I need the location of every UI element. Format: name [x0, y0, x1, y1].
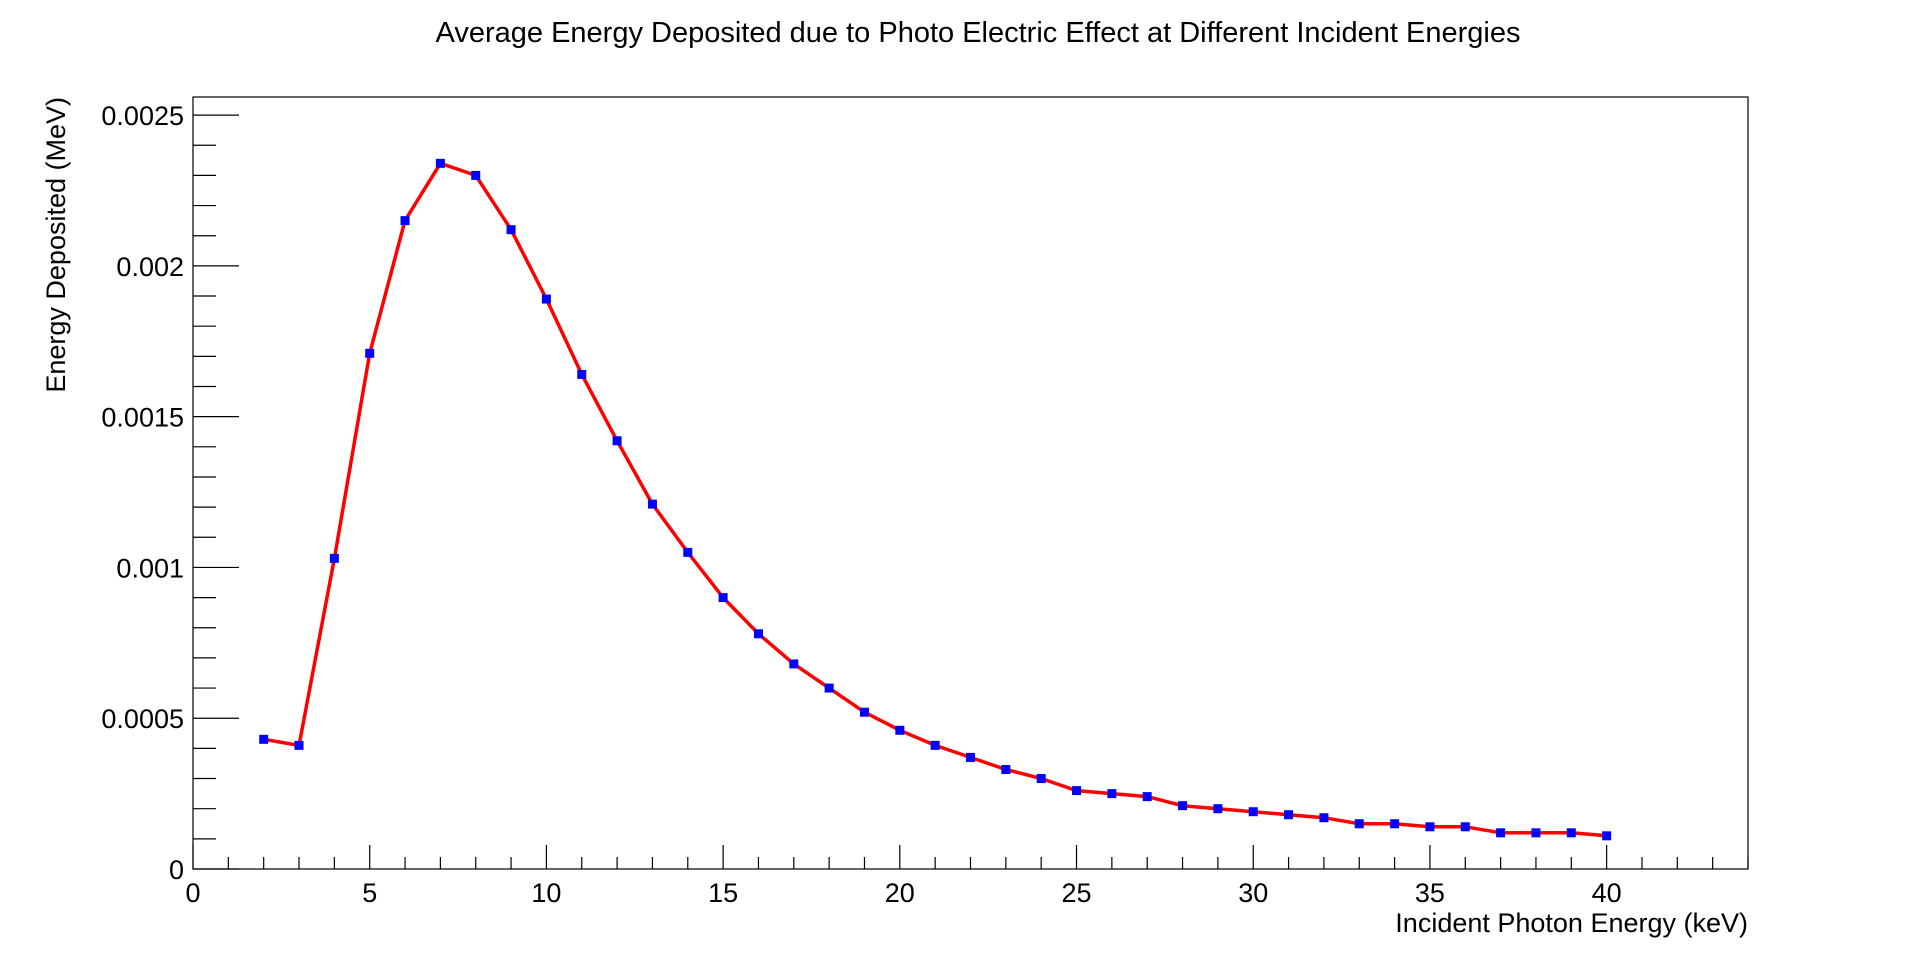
- data-point: [1460, 822, 1470, 832]
- data-point: [1036, 774, 1046, 784]
- y-tick-label: 0.0025: [101, 101, 184, 131]
- data-point: [1425, 822, 1435, 832]
- y-tick-label: 0.0015: [101, 403, 184, 433]
- y-tick-label: 0.002: [116, 252, 184, 282]
- y-axis: 0 0.0005 0.001 0.0015 0.002 0.0025: [101, 101, 239, 885]
- y-tick-label: 0.001: [116, 553, 184, 583]
- x-tick-label: 5: [362, 878, 377, 908]
- data-point: [259, 734, 269, 744]
- data-point: [1107, 789, 1117, 799]
- data-point: [1531, 828, 1541, 838]
- x-axis: 0 5 10 15 20 25 30 35 40: [185, 845, 1749, 908]
- data-point: [1178, 801, 1188, 811]
- y-axis-label: Energy Deposited (MeV): [41, 97, 71, 393]
- x-tick-label: 35: [1415, 878, 1445, 908]
- data-point: [1213, 804, 1223, 814]
- x-tick-label: 15: [708, 878, 738, 908]
- data-point: [400, 216, 410, 226]
- data-point: [1354, 819, 1364, 829]
- x-tick-label: 40: [1592, 878, 1622, 908]
- data-point: [365, 348, 375, 358]
- data-point: [1496, 828, 1506, 838]
- data-point: [506, 225, 516, 235]
- x-tick-label: 0: [185, 878, 200, 908]
- data-series: [259, 158, 1612, 841]
- data-point: [1284, 810, 1294, 820]
- data-point: [1566, 828, 1576, 838]
- data-point: [471, 170, 481, 180]
- data-point: [577, 369, 587, 379]
- data-point: [435, 158, 445, 168]
- data-point: [1248, 807, 1258, 817]
- data-point: [683, 547, 693, 557]
- series-line: [263, 161, 1607, 838]
- data-point: [1390, 819, 1400, 829]
- data-point: [1072, 786, 1082, 796]
- data-point: [329, 553, 339, 563]
- x-tick-label: 30: [1238, 878, 1268, 908]
- x-axis-label: Incident Photon Energy (keV): [1395, 908, 1748, 938]
- data-point: [1602, 831, 1612, 841]
- data-point: [824, 683, 834, 693]
- data-point: [1142, 792, 1152, 802]
- data-point: [895, 725, 905, 735]
- y-tick-label: 0.0005: [101, 704, 184, 734]
- data-point: [647, 499, 657, 509]
- data-point: [859, 707, 869, 717]
- chart-title: Average Energy Deposited due to Photo El…: [436, 17, 1521, 49]
- data-point: [612, 436, 622, 446]
- data-point: [1001, 764, 1011, 774]
- data-point: [930, 740, 940, 750]
- data-point: [294, 740, 304, 750]
- x-tick-label: 20: [885, 878, 915, 908]
- x-tick-label: 25: [1061, 878, 1091, 908]
- data-point: [966, 752, 975, 762]
- data-point: [1319, 813, 1329, 823]
- x-tick-label: 10: [531, 878, 561, 908]
- data-point: [718, 593, 728, 603]
- data-point: [541, 294, 551, 304]
- data-point: [753, 629, 763, 639]
- data-point: [789, 659, 799, 669]
- y-tick-label: 0: [169, 855, 184, 885]
